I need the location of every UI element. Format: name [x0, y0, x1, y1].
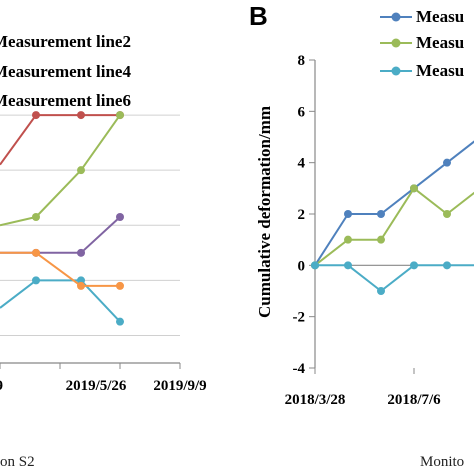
panel-b-point-0-1 [344, 210, 352, 218]
panel-a-point-2-1 [32, 276, 40, 285]
panel-b-series-1 [311, 184, 474, 270]
panel-a-point-0-2 [77, 111, 85, 120]
panel-a-x-tick-label-2: 2019/9/9 [153, 378, 206, 394]
panel-b-y-tick-label-1: -2 [293, 310, 306, 326]
panel-b-y-ticks: -4 -2 0 2 4 6 8 [293, 53, 315, 377]
panel-b-y-tick-label-3: 2 [298, 207, 306, 223]
panel-a-point-2-3 [116, 317, 124, 326]
panel-b-legend-marker-1 [391, 38, 401, 48]
panel-b-point-2-3 [410, 261, 418, 270]
panel-b-point-2-1 [344, 261, 352, 270]
panel-b-point-2-4 [443, 261, 451, 270]
panel-b-caption: Monito [420, 454, 464, 470]
panel-b-x-tick-label-1: 2018/7/6 [387, 392, 441, 408]
panel-b-x-tick-labels: 2018/3/28 2018/7/6 [285, 392, 442, 408]
panel-a-x-tick-label-0: 2019/1/9 [0, 378, 3, 394]
panel-a-point-1-1 [32, 213, 40, 222]
panel-b-legend-label-0: Measu [416, 7, 464, 26]
panel-a-point-1-3 [116, 111, 124, 120]
panel-a-point-4-1 [32, 248, 40, 257]
panel-a-point-2-2 [77, 276, 85, 285]
panel-b-point-2-2 [377, 287, 385, 295]
panel-a-series-4 [0, 248, 124, 290]
panel-a-series-line-4 [0, 251, 120, 287]
panel-a-legend-label-0: Measurement line2 [0, 32, 131, 51]
panel-a-legend-label-2: Measurement line6 [0, 91, 131, 110]
panel-a-legend: Measurement line2 Measurement line4 Measur… [0, 32, 131, 110]
panel-b-legend: Measu Measu Measu [380, 7, 464, 80]
panel-a-x-ticks [0, 363, 181, 369]
panel-a-series-line-2 [0, 279, 121, 323]
panel-b-point-1-3 [410, 184, 418, 193]
panel-b-legend-label-2: Measu [416, 61, 464, 80]
panel-b-point-2-0 [311, 261, 319, 270]
panel-b-point-0-4 [443, 158, 451, 167]
panel-a-legend-label-1: Measurement line4 [0, 62, 131, 81]
panel-a-caption: on S2 [0, 454, 35, 470]
panel-a-series-2 [0, 276, 124, 326]
panel-b-y-axis-title: Cumulative deformation/mm [255, 106, 274, 318]
panel-b-y-tick-label-2: 0 [298, 258, 306, 274]
panel-b-y-tick-label-6: 8 [298, 53, 306, 69]
panel-a-x-tick-labels: 2019/1/9 2019/5/26 2019/9/9 [0, 378, 207, 394]
panel-b-series-2 [311, 261, 474, 295]
panel-b-x-tick-label-0: 2018/3/28 [285, 392, 346, 408]
panel-a-point-4-3 [116, 281, 124, 290]
panel-a-point-0-1 [32, 111, 40, 120]
panel-a-x-tick-label-1: 2019/5/26 [66, 378, 127, 394]
panel-a-series-line-0 [0, 114, 120, 166]
panel-b-x-ticks [314, 368, 415, 374]
panel-b-y-tick-label-0: -4 [293, 361, 306, 377]
panel-b-legend-label-1: Measu [416, 33, 464, 52]
panel-b-point-1-2 [377, 235, 385, 244]
panel-b-y-tick-label-4: 4 [298, 156, 306, 172]
panel-a-point-3-3 [116, 213, 124, 222]
panel-a: Measurement line2 Measurement line4 Measur… [0, 32, 207, 470]
panel-b-y-tick-label-5: 6 [298, 104, 306, 120]
panel-b-legend-marker-2 [391, 66, 401, 76]
panel-a-point-3-2 [77, 248, 85, 257]
panel-a-gridlines [0, 114, 180, 336]
panel-a-series-1 [0, 111, 124, 227]
panel-b-point-1-4 [443, 210, 451, 218]
panel-a-point-4-2 [77, 281, 85, 290]
panel-b-point-1-1 [344, 235, 352, 244]
panel-b-series [311, 140, 474, 295]
panel-b-letter: B [249, 1, 268, 31]
panel-b-point-0-2 [377, 210, 385, 218]
panel-a-series-line-1 [0, 114, 121, 227]
panel-a-series [0, 111, 124, 326]
panel-b-legend-marker-0 [391, 12, 401, 22]
panel-a-point-1-2 [77, 166, 85, 175]
